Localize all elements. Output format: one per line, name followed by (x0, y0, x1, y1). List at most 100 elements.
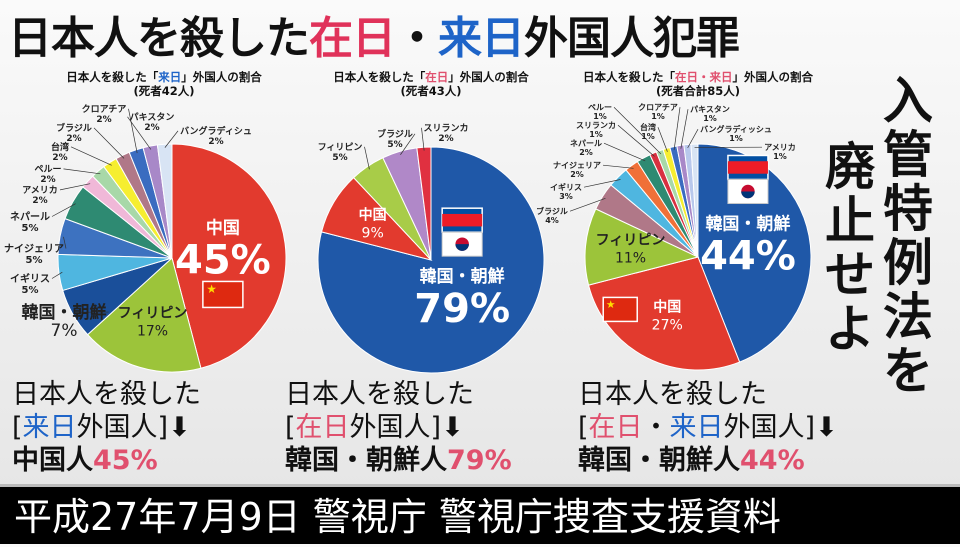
pct: 45% (93, 445, 158, 476)
slice-value: 4% (545, 216, 559, 225)
slice-value: 11% (615, 251, 646, 267)
slice-value: 9% (362, 225, 384, 241)
down-arrow-icon: ⬇ (815, 412, 838, 443)
vertical-text-col2: 廃止せよ (824, 140, 876, 356)
slice-value: 2% (52, 153, 67, 163)
pct: 79% (447, 445, 512, 476)
slice-value: 5% (26, 255, 43, 266)
slice-label: ナイジェリア (553, 161, 601, 170)
slice-value: 1% (651, 112, 665, 121)
w: 韓国・朝鮮人 (578, 445, 740, 476)
slice-label: フィリピン (596, 233, 666, 249)
china-flag-icon: ★ (603, 297, 637, 321)
slice-value: 2% (96, 115, 111, 125)
sep: ・ (643, 412, 670, 443)
slice-label: ブラジル (536, 206, 568, 216)
hl: 在日 (296, 412, 350, 443)
slice-label: パキスタン (130, 111, 175, 123)
summary-line1: 日本人を殺した (12, 378, 201, 411)
slice-value: 2% (40, 175, 55, 185)
slice-value: 1% (641, 132, 655, 141)
footer-source: 平成27年7月9日 警視庁 警視庁捜査支援資料 (0, 484, 960, 544)
slice-value: 2% (570, 170, 584, 179)
r: 外国人] (350, 412, 442, 443)
summary-line1: 日本人を殺した (285, 378, 512, 411)
summary-3: 日本人を殺した [在日・来日外国人]⬇ 韓国・朝鮮人44% (578, 378, 838, 477)
slice-label: ペルー (588, 103, 612, 112)
slice-label: ブラジル (56, 122, 92, 134)
summary-line2: [来日外国人]⬇ (12, 411, 201, 444)
leader-line (658, 127, 667, 152)
leader-line (365, 147, 370, 169)
leader-line (64, 169, 101, 174)
china-flag-icon: ★ (203, 281, 243, 307)
slice-value: 7% (51, 321, 78, 341)
down-arrow-icon: ⬇ (168, 412, 191, 443)
summary-line2: [在日外国人]⬇ (285, 411, 512, 444)
b: [ (12, 412, 23, 443)
slice-label: 中国 (359, 206, 387, 223)
summary-line3: 中国人45% (12, 444, 201, 477)
slice-label: アメリカ (22, 185, 58, 196)
w: 韓国・朝鮮人 (285, 445, 447, 476)
leader-line (681, 109, 688, 149)
vertical-text-col1: 入管特例法を (882, 74, 934, 398)
slice-label: スリランカ (423, 123, 468, 134)
w: 中国人 (12, 445, 93, 476)
slice-label: ナイジェリア (4, 243, 64, 255)
slice-label: 韓国・朝鮮 (22, 302, 107, 323)
slice-label: クロアチア (82, 104, 127, 115)
leader-line (603, 165, 634, 168)
leader-line (604, 143, 645, 161)
slice-value: 5% (387, 140, 402, 150)
leader-line (94, 128, 124, 159)
slice-value: 5% (332, 153, 347, 163)
slice-value: 27% (652, 317, 683, 333)
leader-line (71, 147, 112, 165)
slice-label: バングラディシュ (180, 125, 252, 137)
slice-value: 1% (589, 130, 603, 139)
slice-label: クロアチア (638, 102, 678, 112)
summary-2: 日本人を殺した [在日外国人]⬇ 韓国・朝鮮人79% (285, 378, 512, 477)
hl: 在日 (589, 412, 643, 443)
r: 外国人] (724, 412, 816, 443)
r: 外国人] (77, 412, 169, 443)
slice-value: 2% (208, 137, 223, 147)
slice-label: フィリピン (118, 306, 188, 322)
slice-value: 1% (773, 152, 787, 161)
slice-label: ネパール (570, 138, 602, 148)
b: [ (285, 412, 296, 443)
slice-label: 韓国・朝鮮 (420, 266, 505, 287)
slice-value: 79% (414, 286, 510, 332)
summary-line1: 日本人を殺した (578, 378, 838, 411)
slice-value: 2% (66, 134, 81, 144)
pct: 44% (740, 445, 805, 476)
slice-value: 1% (703, 114, 717, 123)
slice-value: 2% (144, 123, 159, 133)
slice-label: バングラディッシュ (700, 124, 772, 134)
down-arrow-icon: ⬇ (441, 412, 464, 443)
slice-value: 3% (559, 192, 573, 201)
slice-label: 台湾 (640, 122, 656, 132)
slice-label: 韓国・朝鮮 (705, 213, 790, 234)
slice-label: イギリス (550, 182, 582, 192)
hl: 来日 (23, 412, 77, 443)
slice-label: スリランカ (576, 121, 616, 130)
b: [ (578, 412, 589, 443)
slice-value: 45% (175, 237, 271, 283)
slice-value: 17% (137, 324, 168, 340)
summary-line2: [在日・来日外国人]⬇ (578, 411, 838, 444)
korea-flag-icon (442, 208, 482, 256)
summary-1: 日本人を殺した [来日外国人]⬇ 中国人45% (12, 378, 201, 477)
slice-label: イギリス (10, 272, 50, 285)
slice-label: ネパール (10, 211, 50, 223)
slice-value: 2% (579, 148, 593, 157)
slice-label: パキスタン (690, 104, 730, 114)
slice-value: 2% (32, 196, 47, 206)
leader-line (674, 107, 680, 150)
slice-value: 44% (700, 233, 796, 279)
slice-value: 2% (438, 134, 453, 144)
summary-line3: 韓国・朝鮮人44% (578, 444, 838, 477)
summary-line3: 韓国・朝鮮人79% (285, 444, 512, 477)
korea-flag-icon (728, 155, 768, 203)
